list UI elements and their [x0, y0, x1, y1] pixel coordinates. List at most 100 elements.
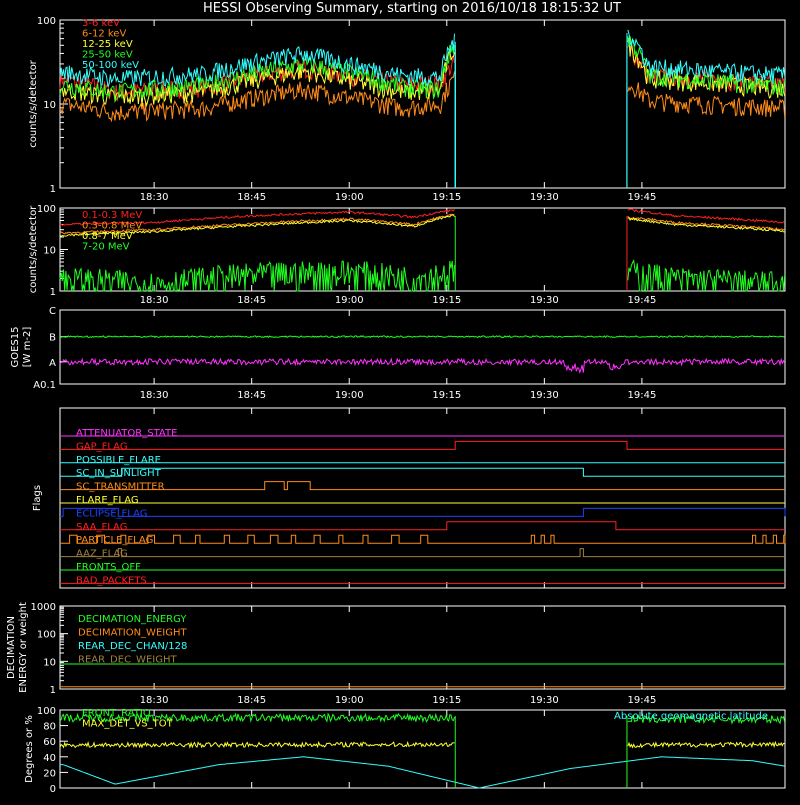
panel-frame-goes: [59, 309, 786, 385]
legend-entry: 50-100 keV: [82, 60, 139, 71]
y-axis-label-units: ENERGY or weight: [18, 602, 29, 693]
time-tick-label: 18:45: [237, 295, 266, 306]
y-axis-label: Flags: [32, 485, 43, 511]
legend-entry: 0.3-0.8 MeV: [82, 221, 142, 232]
legend-entry: 12-25 keV: [82, 39, 133, 50]
time-tick-label: 19:30: [530, 295, 559, 306]
flag-trace: [60, 521, 785, 531]
flag-label: FRONTS_OFF: [76, 562, 141, 573]
time-tick-label: 18:30: [140, 192, 169, 203]
legend-entry: REAR_DEC_CHAN/128: [78, 641, 187, 652]
y-tick-label: 0: [50, 784, 56, 795]
time-tick-label: 19:45: [627, 390, 656, 401]
flag-trace: [60, 467, 785, 477]
flag-label: SC_TRANSMITTER: [76, 482, 165, 493]
y-tick-label: 10: [43, 100, 56, 111]
panel-frame-ratios: [59, 709, 786, 789]
y-tick-label: 1000: [31, 602, 56, 613]
flag-label: PARTICLE_FLAG: [76, 535, 153, 546]
flag-label: AAZ_FLAG: [76, 549, 128, 560]
series-line: [59, 259, 786, 293]
time-tick-label: 19:00: [335, 695, 364, 706]
time-tick-label: 19:45: [627, 695, 656, 706]
time-tick-label: 19:45: [627, 295, 656, 306]
series-line: [59, 712, 786, 725]
time-tick-label: 19:30: [530, 192, 559, 203]
legend-entry: 7-20 MeV: [82, 242, 130, 253]
y-tick-label: 100: [37, 204, 56, 215]
legend-entry: 3-6 keV: [82, 18, 120, 29]
flag-label: ECLIPSE_FLAG: [76, 508, 147, 519]
y-tick-label: 100: [37, 16, 56, 27]
y-tick-label: 10: [43, 246, 56, 257]
flag-trace: [60, 548, 785, 558]
y-tick-label: 20: [43, 768, 56, 779]
series-line: [59, 208, 785, 227]
y-tick-label: 10: [43, 657, 56, 668]
legend-entry: FRONT_RATIO: [82, 708, 151, 719]
time-tick-label: 18:45: [237, 390, 266, 401]
panel-frame-flags: [59, 407, 786, 589]
legend-entry: 0.1-0.3 MeV: [82, 210, 142, 221]
series-line: [60, 756, 785, 789]
flag-trace: [60, 534, 786, 544]
flag-label: SAA_FLAG: [76, 522, 127, 533]
time-tick-label: 18:30: [140, 390, 169, 401]
time-tick-label: 19:00: [335, 390, 364, 401]
time-tick-label: 19:30: [530, 390, 559, 401]
plot-title: HESSI Observing Summary, starting on 201…: [203, 1, 621, 16]
y-tick-label: 40: [43, 753, 56, 764]
time-tick-label: 19:00: [335, 192, 364, 203]
y-axis-label: counts/s/detector: [28, 59, 39, 147]
y-tick-label: 60: [43, 737, 56, 748]
flag-label: SC_IN_SUNLIGHT: [76, 468, 162, 479]
y-axis-label: Degrees or %: [24, 715, 35, 783]
flag-label: GAP_FLAG: [76, 441, 128, 452]
flag-label: BAD_PACKETS: [76, 575, 147, 586]
panel-frame-decimation: [59, 605, 786, 690]
time-tick-label: 19:15: [432, 390, 461, 401]
time-tick-label: 19:45: [627, 192, 656, 203]
y-tick-label: B: [49, 333, 56, 344]
series-line: [59, 213, 785, 235]
time-tick-label: 19:15: [432, 192, 461, 203]
annotation-geomagnetic-latitude: Absolute geomagnetic latitude: [614, 711, 768, 722]
flag-trace: [60, 507, 786, 517]
y-tick-label: A0.1: [33, 380, 56, 391]
legend-entry: MAX_DET_VS_TOT: [82, 719, 174, 730]
time-tick-label: 18:30: [140, 295, 169, 306]
time-tick-label: 19:00: [335, 295, 364, 306]
legend-entry: REAR_DEC_WEIGHT: [78, 655, 177, 666]
series-line: [59, 214, 785, 237]
legend-entry: DECIMATION_ENERGY: [78, 614, 187, 625]
series-line: [59, 740, 785, 749]
series-line: [59, 335, 785, 339]
y-axis-label-units: [W m-2]: [22, 327, 33, 368]
time-tick-label: 19:15: [432, 295, 461, 306]
y-tick-label: 100: [37, 630, 56, 641]
time-tick-label: 18:45: [237, 695, 266, 706]
y-tick-label: 1: [50, 287, 56, 298]
legend-entry: 0.8-7 MeV: [82, 231, 133, 242]
flag-label: ATTENUATOR_STATE: [76, 428, 177, 439]
legend-entry: 6-12 keV: [82, 29, 126, 40]
series-line: [59, 357, 786, 374]
legend-entry: 25-50 keV: [82, 50, 133, 61]
time-tick-label: 19:30: [530, 695, 559, 706]
y-tick-label: 100: [37, 706, 56, 717]
y-tick-label: 1: [50, 685, 56, 696]
flag-trace: [60, 481, 785, 491]
y-tick-label: C: [49, 306, 56, 317]
y-tick-label: 80: [43, 722, 56, 733]
y-axis-label: GOES15: [10, 326, 21, 367]
time-tick-label: 18:30: [140, 695, 169, 706]
y-tick-label: A: [49, 358, 56, 369]
legend-entry: DECIMATION_WEIGHT: [78, 628, 187, 639]
series-line: [59, 71, 786, 123]
flag-label: FLARE_FLAG: [76, 495, 139, 506]
y-axis-label: DECIMATION: [6, 616, 17, 679]
time-tick-label: 19:15: [432, 695, 461, 706]
y-axis-label: counts/s/detector: [28, 205, 39, 293]
